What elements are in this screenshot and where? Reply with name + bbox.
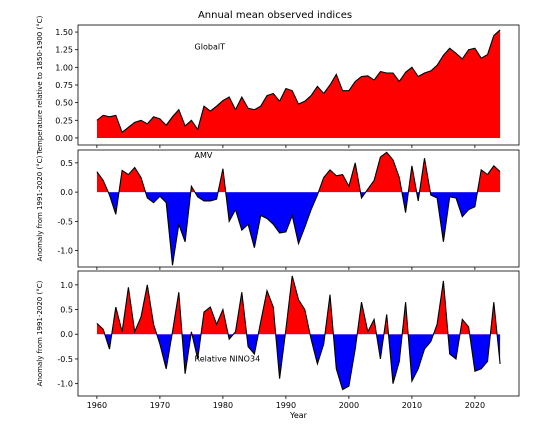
y-tick-label: 0.0 (60, 188, 73, 197)
y-tick-label: 1.0 (60, 281, 73, 290)
y-tick-label: 0.00 (55, 134, 73, 143)
panel-globalt: 0.00 0.25 0.50 0.75 1.00 1.25 1.50 GlobalT Tempe… (36, 15, 520, 155)
y-tick-label: 0.50 (55, 99, 73, 108)
y-tick-label: 0.25 (55, 116, 73, 125)
x-tick-label: 1980 (213, 401, 233, 410)
y-axis-label: Anomaly from 1991-2020 (°C) (36, 155, 44, 261)
x-tick-label: 2010 (402, 401, 422, 410)
y-tick-label: -0.5 (57, 217, 73, 226)
series-line (96, 275, 501, 391)
y-tick-label: -0.5 (57, 355, 73, 364)
y-tick-label: -1.0 (57, 380, 73, 389)
negative-anomaly-fill (96, 192, 501, 266)
figure-title: Annual mean observed indices (198, 10, 352, 21)
y-tick-label: 1.00 (55, 63, 73, 72)
axes-frame (77, 149, 520, 268)
x-tick-label: 2020 (465, 401, 485, 410)
panel-annotation: GlobalT (195, 43, 226, 52)
y-tick-label: 0.5 (60, 159, 73, 168)
x-tick-label: 2000 (339, 401, 359, 410)
x-tick-label: 1960 (87, 401, 107, 410)
y-tick-label: 0.75 (55, 81, 73, 90)
y-tick-label: 0.0 (60, 330, 73, 339)
positive-anomaly-fill (96, 29, 501, 138)
y-axis-label: Temperature relative to 1850-1900 (°C) (36, 15, 44, 155)
panel-annotation: Relative NINO34 (195, 354, 261, 363)
panel-amv: 0.5 0.0 -0.5 -1.0 AMV Anomaly from 1991-2020 … (36, 149, 520, 270)
x-tick-label: 1970 (150, 401, 170, 410)
y-tick-label: 1.25 (55, 46, 73, 55)
panel-nino34: 1.0 0.5 0.0 -0.5 -1.0 1960 1970 1980 1990 2000 201… (36, 270, 520, 420)
positive-anomaly-fill (96, 152, 501, 193)
series-line (96, 29, 501, 134)
positive-anomaly-fill (96, 275, 501, 335)
series-line (96, 151, 501, 266)
y-tick-label: -1.0 (57, 247, 73, 256)
panel-annotation: AMV (195, 151, 213, 160)
x-tick-label: 1990 (276, 401, 296, 410)
y-axis-label: Anomaly from 1991-2020 (°C) (36, 280, 44, 386)
y-tick-label: 1.50 (55, 28, 73, 37)
axes-frame (77, 270, 520, 397)
x-axis-label: Year (289, 411, 308, 420)
y-tick-label: 0.5 (60, 306, 73, 315)
